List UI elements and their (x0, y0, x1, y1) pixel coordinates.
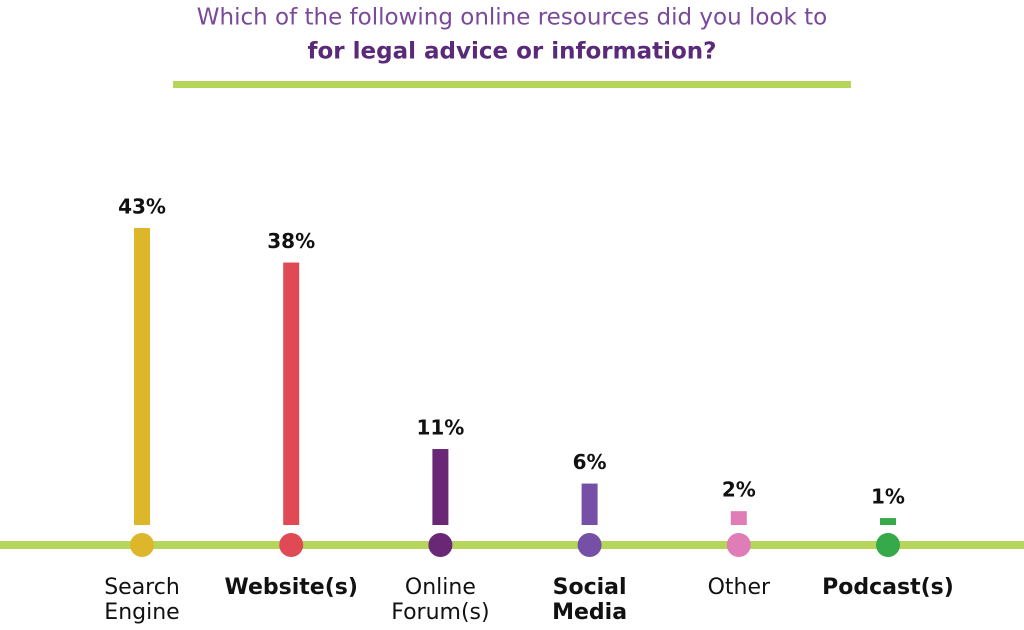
marker-dot (279, 533, 304, 557)
bar (134, 228, 150, 525)
value-label: 2% (722, 478, 756, 502)
x-tick-label: Engine (104, 600, 179, 625)
x-tick-label: Search (104, 575, 180, 600)
marker-dot (577, 533, 602, 557)
bar (283, 262, 300, 525)
title-rule (173, 81, 851, 88)
x-tick-label: Website(s) (224, 575, 357, 600)
value-label: 43% (118, 195, 166, 219)
value-label: 38% (267, 229, 315, 253)
value-label: 1% (871, 485, 905, 509)
x-tick-label: Media (552, 600, 627, 625)
x-tick-label: Online (405, 575, 476, 600)
x-tick-label: Podcast(s) (822, 575, 954, 600)
x-tick-label: Other (708, 575, 771, 600)
marker-dot (130, 533, 154, 557)
marker-dot (428, 533, 453, 557)
marker-dot (726, 533, 751, 557)
x-tick-label: Social (553, 575, 627, 600)
bar (581, 483, 598, 525)
baseline (0, 541, 1024, 549)
chart-title: Which of the following online resources … (197, 5, 827, 31)
chart-title: for legal advice or information? (307, 39, 716, 65)
value-label: 11% (416, 416, 464, 440)
bar (730, 511, 747, 525)
x-tick-label: Forum(s) (391, 600, 489, 625)
bar (432, 449, 449, 525)
value-label: 6% (573, 450, 607, 474)
bar (880, 518, 896, 525)
marker-dot (876, 533, 900, 557)
